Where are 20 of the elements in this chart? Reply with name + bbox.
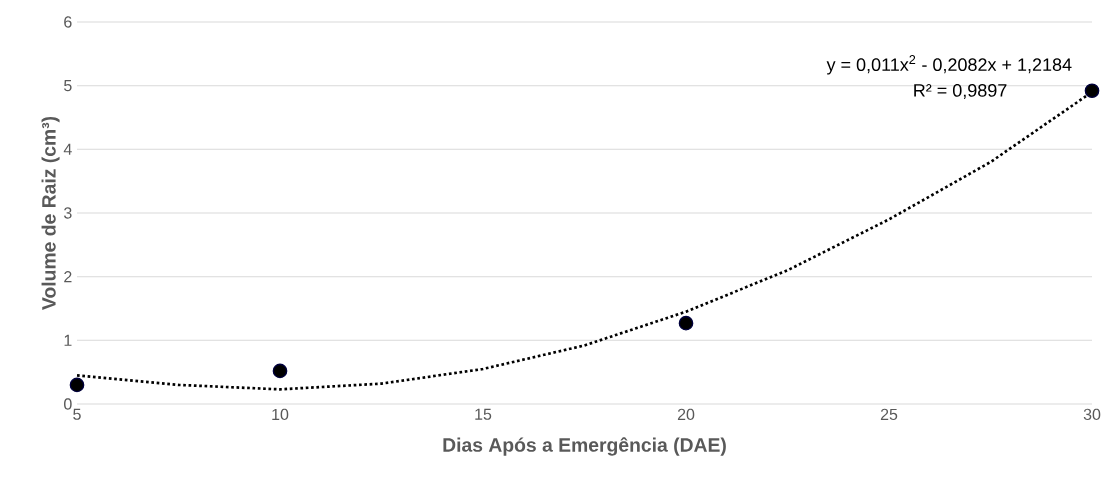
annotation: R² = 0,9897 xyxy=(914,84,1007,99)
x-tick-label: 15 xyxy=(475,408,492,420)
point xyxy=(678,315,694,331)
x-tick-label: 25 xyxy=(880,408,898,421)
x-axis-title: Dias Após a Emergência (DAE) xyxy=(443,437,726,456)
y-tick-label: 0 xyxy=(64,398,72,410)
x-tick-label: 30 xyxy=(1083,408,1101,421)
y-tick-label: 6 xyxy=(64,16,72,28)
x-tick-label: 5 xyxy=(73,408,81,420)
y-tick-label: 5 xyxy=(64,80,72,92)
x-tick-label: 20 xyxy=(677,408,695,421)
y-axis-title: Volume de Raiz (cm³) xyxy=(41,116,60,310)
y-tick-label: 4 xyxy=(63,143,72,155)
point xyxy=(272,363,288,379)
y-tick-label: 2 xyxy=(64,271,72,283)
annotation: y = 0,011x$^{2}$ - 0,2082x + 1,2184 xyxy=(826,55,1072,75)
y-tick-label: 1 xyxy=(64,334,72,346)
x-tick-label: 10 xyxy=(272,408,289,421)
point xyxy=(69,377,85,393)
y-tick-label: 3 xyxy=(64,207,72,219)
